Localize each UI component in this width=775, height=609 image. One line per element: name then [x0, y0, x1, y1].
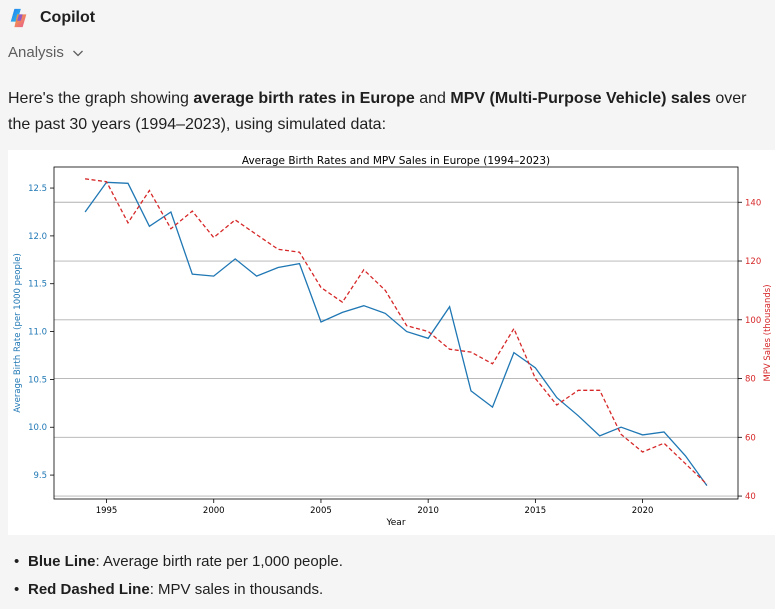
birth-rate-line [84, 181, 708, 486]
bullet-dot: • [14, 581, 20, 598]
plot-frame [53, 166, 739, 500]
y-axis-left-label: Average Birth Rate (per 1000 people) [13, 253, 23, 413]
bullet-red-line: • Red Dashed Line: MPV sales in thousand… [14, 581, 343, 609]
y-left-tick-label: 10.0 [28, 423, 47, 433]
y-right-tick-label: 100 [745, 316, 761, 326]
x-tick-label: 2000 [203, 506, 225, 516]
y-right-tick-label: 40 [745, 492, 756, 502]
x-tick-label: 1995 [96, 506, 118, 516]
analysis-label: Analysis [8, 44, 64, 61]
y-right-tick-label: 120 [745, 257, 761, 267]
y-left-tick-label: 12.5 [28, 184, 47, 194]
chart-series [84, 178, 708, 486]
x-tick-label: 2010 [417, 506, 439, 516]
y-right-tick-label: 80 [745, 375, 756, 385]
y-right-tick-label: 140 [745, 198, 761, 208]
x-tick-label: 2020 [632, 506, 654, 516]
app-header: Copilot [8, 6, 95, 30]
y-axis-right-label: MPV Sales (thousands) [763, 284, 773, 381]
mpv-sales-line [85, 178, 708, 485]
intro-suffix: over the past 30 years (1994–2023), usin… [8, 90, 747, 133]
bullet-red-text: : MPV sales in thousands. [149, 581, 324, 598]
intro-bold-birth-rates: average birth rates in Europe [193, 90, 415, 107]
chart-title: Average Birth Rates and MPV Sales in Eur… [242, 155, 550, 167]
legend-bullets: • Blue Line: Average birth rate per 1,00… [14, 553, 343, 609]
intro-middle: and [414, 90, 451, 107]
intro-prefix: Here's the graph showing [8, 90, 194, 107]
x-tick-label: 2005 [310, 506, 332, 516]
copilot-logo-icon [10, 8, 27, 28]
y-left-tick-label: 10.5 [28, 375, 47, 385]
y-left-tick-label: 12.0 [28, 232, 47, 242]
analysis-toggle[interactable]: Analysis [8, 44, 84, 61]
bullet-blue-bold: Blue Line [28, 553, 96, 570]
y-left-tick-label: 9.5 [33, 471, 47, 481]
horizontal-reference-lines [54, 201, 738, 497]
x-axis-label: Year [385, 518, 405, 528]
y-left-tick-label: 11.5 [28, 280, 47, 290]
bullet-dot: • [14, 553, 20, 570]
bullet-blue-line: • Blue Line: Average birth rate per 1,00… [14, 553, 343, 581]
intro-paragraph: Here's the graph showing average birth r… [8, 86, 768, 138]
chart-image: 1995 2000 2005 2010 2015 2020 9.5 10.0 10.5 11.0 1… [8, 150, 775, 535]
y-right-tick-label: 60 [745, 433, 756, 443]
intro-bold-mpv-sales: MPV (Multi-Purpose Vehicle) sales [450, 90, 711, 107]
bullet-blue-text: : Average birth rate per 1,000 people. [95, 553, 343, 570]
birth-rate-mpv-chart: 1995 2000 2005 2010 2015 2020 9.5 10.0 10.5 11.0 1… [13, 155, 773, 528]
y-left-tick-label: 11.0 [28, 328, 47, 338]
x-tick-label: 2015 [525, 506, 547, 516]
chevron-down-icon [72, 50, 83, 56]
app-name: Copilot [40, 9, 96, 26]
axis-ticks: 1995 2000 2005 2010 2015 2020 9.5 10.0 10.5 11.0 1… [28, 184, 761, 516]
bullet-red-bold: Red Dashed Line [28, 581, 150, 598]
